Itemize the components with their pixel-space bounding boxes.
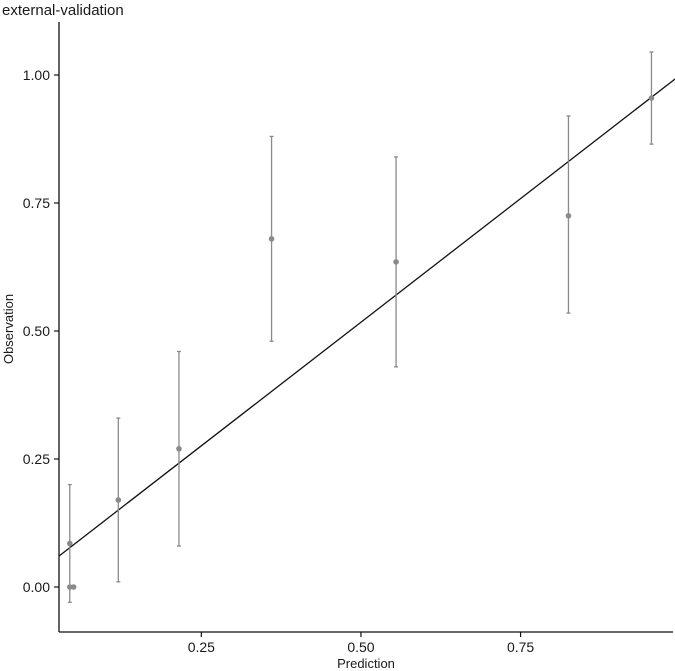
y-axis-label: Observation — [1, 294, 16, 364]
data-point — [268, 236, 275, 242]
x-tick-label: 0.25 — [188, 639, 215, 655]
plot-area: 0.00 0.25 0.50 0.75 1.00 0.25 0.50 0.75 — [23, 22, 675, 655]
fit-line — [59, 78, 675, 557]
y-tick-label: 0.50 — [23, 323, 50, 339]
y-tick-label: 0.00 — [23, 579, 50, 595]
data-point — [176, 445, 182, 452]
y-tick-label: 1.00 — [23, 67, 50, 83]
data-point — [70, 584, 77, 590]
data-point — [393, 259, 399, 265]
y-tick-label: 0.25 — [23, 451, 50, 467]
x-tick-label: 0.50 — [347, 639, 374, 655]
data-point — [115, 497, 122, 503]
y-tick-label: 0.75 — [23, 195, 50, 211]
data-point — [66, 540, 73, 547]
chart-title: external-validation — [2, 2, 124, 19]
x-axis-label: Prediction — [337, 656, 395, 671]
x-tick-label: 0.75 — [507, 639, 534, 655]
data-point — [66, 584, 73, 590]
data-point — [565, 213, 572, 219]
data-point — [648, 95, 655, 101]
